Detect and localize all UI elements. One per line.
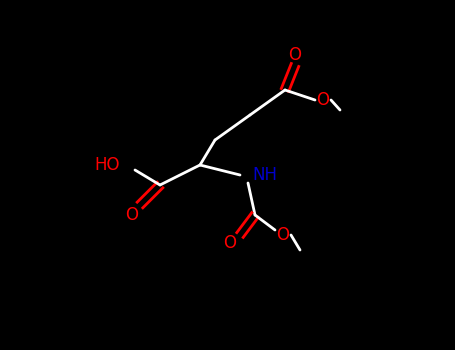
Text: O: O [317,91,329,109]
Text: O: O [126,206,138,224]
Text: O: O [223,234,237,252]
Text: O: O [277,226,289,244]
Text: NH: NH [252,166,277,184]
Text: O: O [288,46,302,64]
Text: HO: HO [95,156,120,174]
